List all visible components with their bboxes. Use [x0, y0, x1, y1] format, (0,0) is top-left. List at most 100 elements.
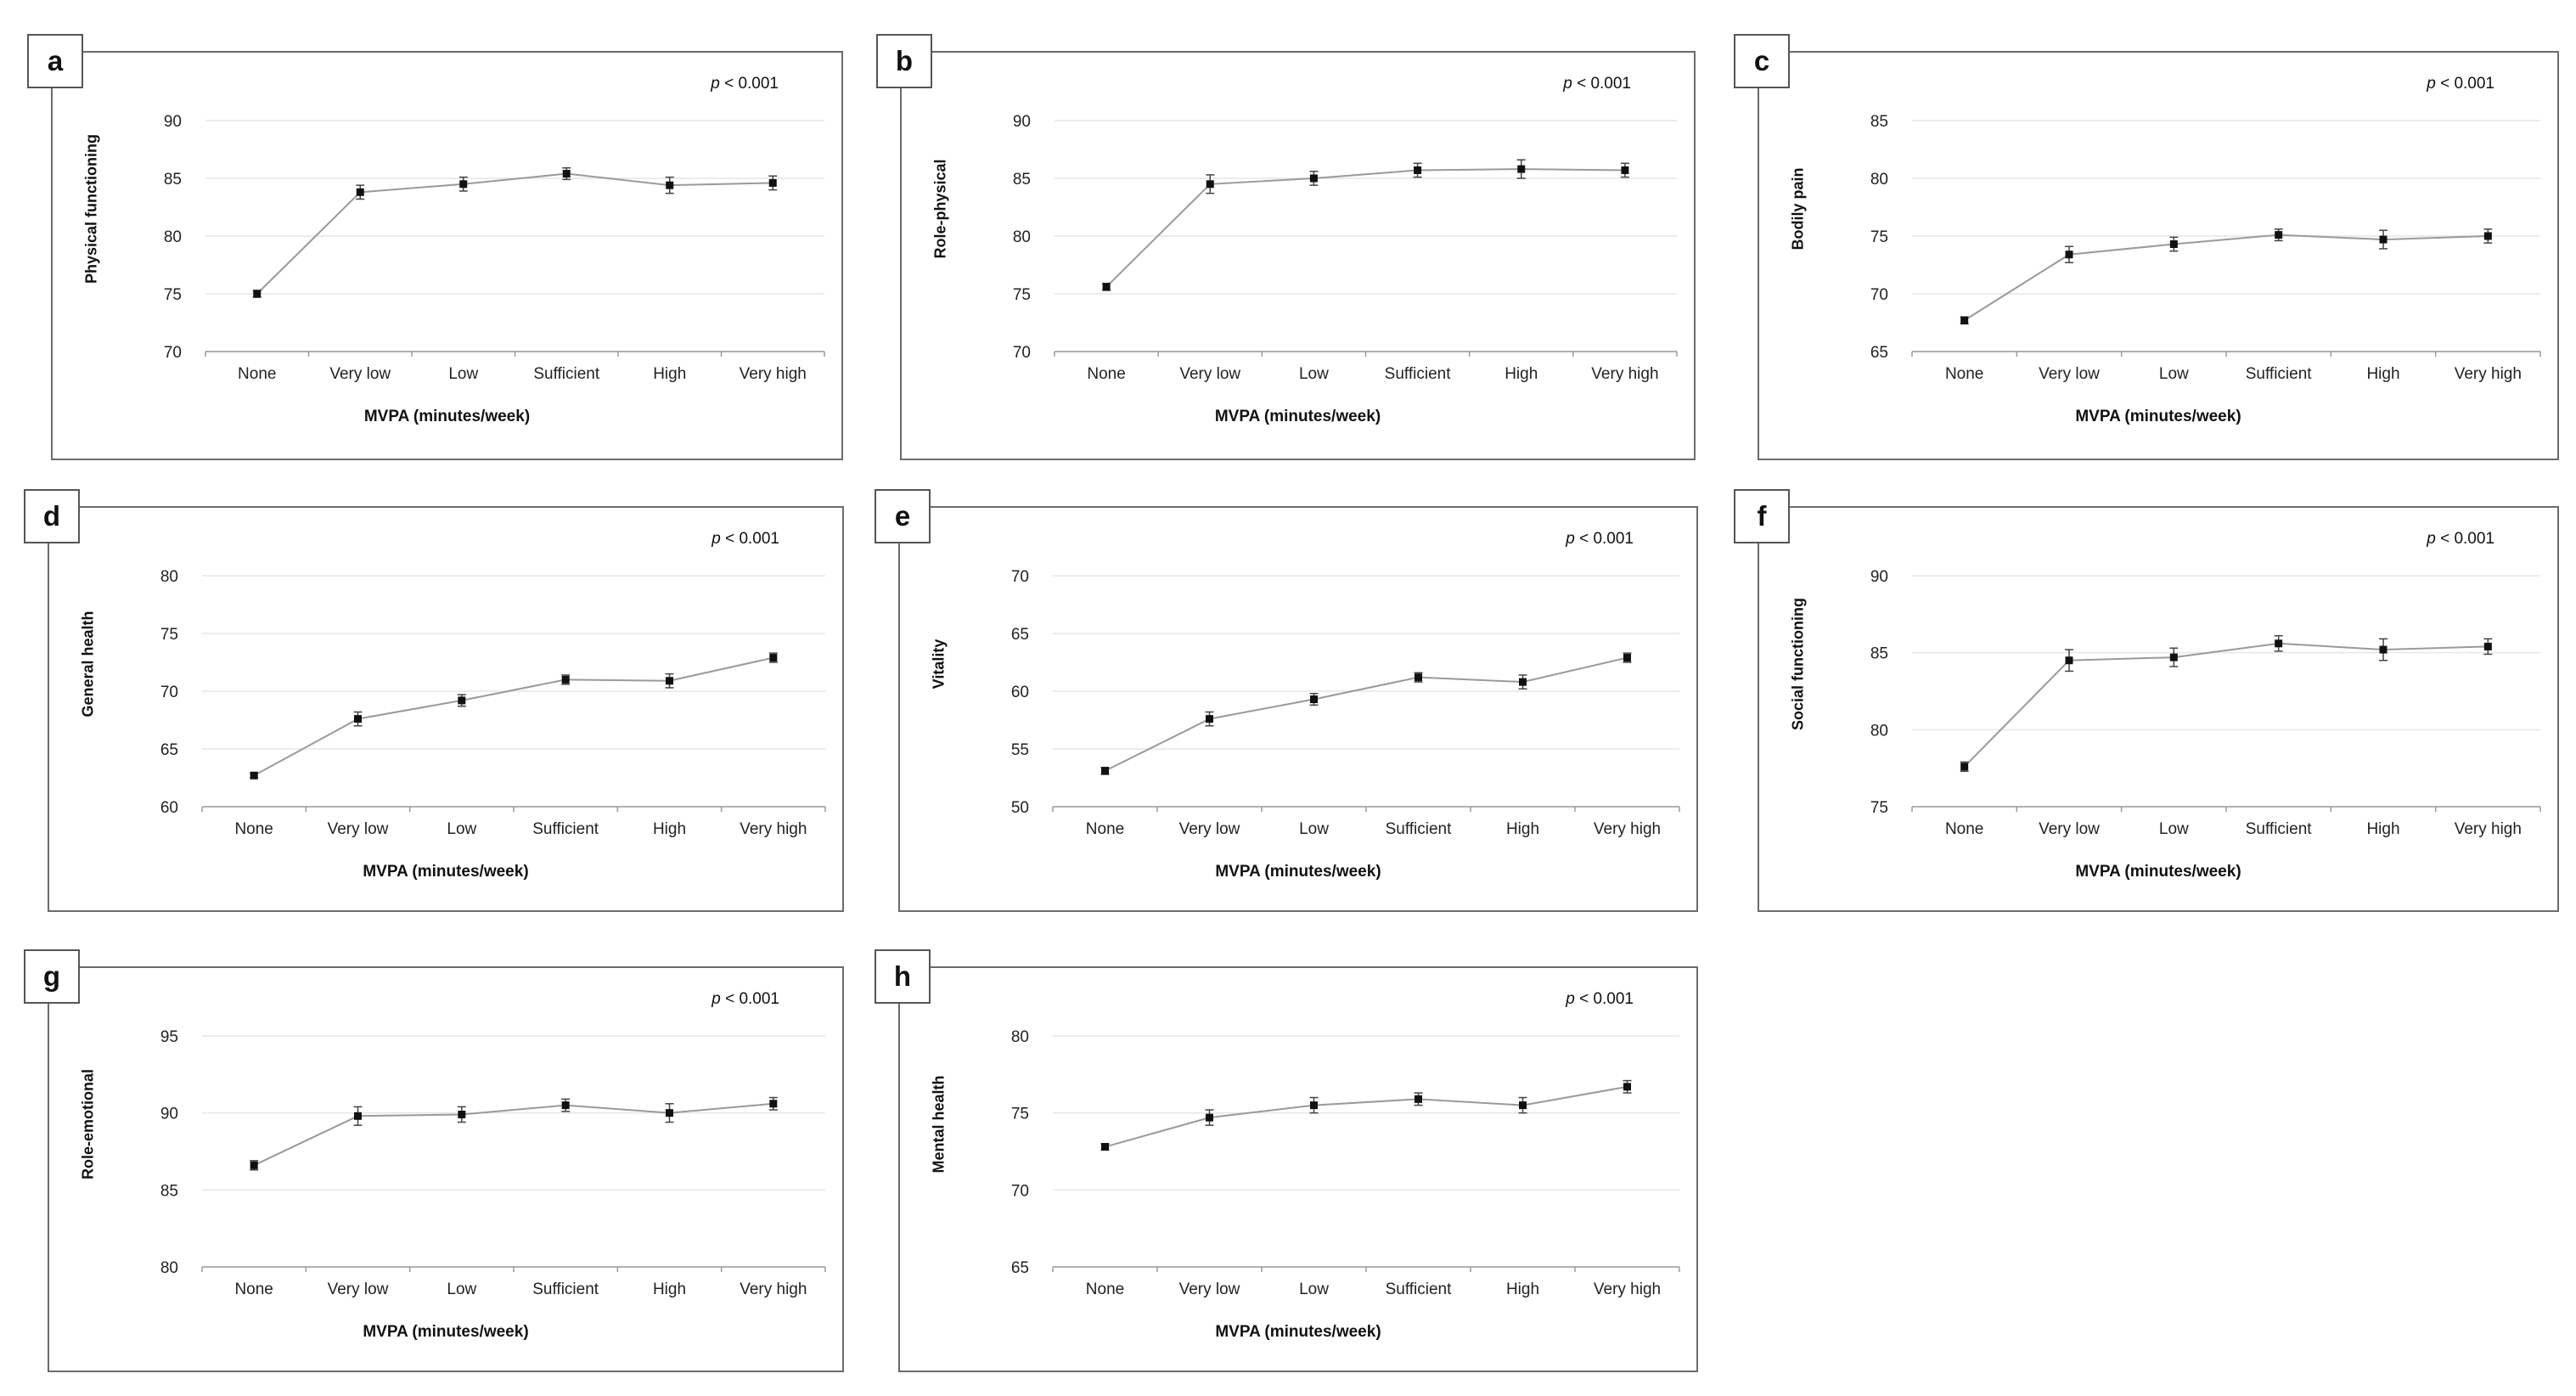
x-tick-label: Very high [1591, 365, 1658, 383]
y-tick-label: 80 [164, 228, 182, 246]
y-tick-label: 75 [1870, 799, 1888, 817]
p-value-text: < 0.001 [720, 530, 779, 548]
series-line [253, 656, 774, 777]
p-value-symbol: p [1563, 75, 1572, 93]
data-point [1206, 1113, 1213, 1122]
data-point [1519, 1101, 1527, 1110]
data-point [1310, 695, 1318, 704]
series-line [256, 172, 773, 295]
series-line [1963, 642, 2489, 768]
data-point [458, 1110, 466, 1118]
data-point [2169, 653, 2178, 661]
data-point [1960, 763, 1969, 771]
data-point [250, 1161, 258, 1169]
x-tick-label: Low [2159, 820, 2189, 838]
p-value-symbol: p [1566, 530, 1575, 548]
x-tick-label: None [1087, 365, 1125, 383]
x-tick-label: Very low [2039, 365, 2100, 383]
x-tick-label: High [1506, 1281, 1539, 1298]
y-tick-label: 80 [1011, 1028, 1029, 1046]
data-point [1101, 767, 1109, 775]
data-point [250, 771, 258, 780]
data-point [561, 675, 570, 684]
y-tick-label: 70 [1013, 344, 1031, 362]
y-tick-label: 90 [1870, 568, 1888, 586]
y-tick-label: 65 [1011, 626, 1029, 644]
x-tick-label: High [653, 820, 686, 838]
x-tick-label: Sufficient [1386, 820, 1453, 838]
data-point [1415, 1095, 1422, 1103]
y-tick-label: 80 [160, 1259, 178, 1277]
data-point [1519, 678, 1527, 686]
x-tick-label: Low [448, 365, 478, 383]
x-tick-label: Low [1299, 365, 1329, 383]
y-tick-label: 50 [1011, 799, 1029, 817]
panel-letter: b [876, 34, 932, 88]
data-point [1206, 715, 1213, 723]
panel-letter: d [24, 489, 80, 543]
data-point [356, 188, 364, 196]
data-point [2275, 231, 2283, 239]
x-tick-label: High [2366, 365, 2399, 383]
y-tick-label: 70 [164, 344, 182, 362]
series-line [1105, 168, 1625, 288]
y-tick-label: 85 [164, 171, 182, 189]
y-tick-label: 75 [160, 626, 178, 644]
data-point [2065, 656, 2073, 665]
data-point [1414, 166, 1422, 174]
x-axis-label: MVPA (minutes/week) [1215, 863, 1381, 881]
x-tick-label: Sufficient [2246, 365, 2313, 383]
x-tick-label: None [1086, 820, 1124, 838]
data-point [1415, 673, 1422, 682]
data-point [666, 1109, 673, 1117]
x-tick-label: None [234, 820, 273, 838]
data-point [562, 170, 571, 178]
series-line [1105, 1085, 1628, 1148]
data-point [2065, 250, 2073, 259]
data-point [2483, 642, 2492, 650]
data-point [1621, 166, 1629, 174]
x-tick-label: Low [447, 1281, 476, 1298]
p-value-text: < 0.001 [720, 990, 779, 1008]
x-tick-label: High [653, 365, 686, 383]
plot-svg: 60 65 70 75 80 None Very low Low Sufficient High V… [160, 568, 826, 838]
x-axis-label: MVPA (minutes/week) [1214, 408, 1381, 425]
panel-letter: c [1734, 34, 1790, 88]
panel-letter: e [875, 489, 931, 543]
x-axis-label: MVPA (minutes/week) [1215, 1323, 1381, 1341]
series-line [1964, 234, 2489, 322]
panel-letter: g [24, 949, 80, 1004]
plot-svg: 50 55 60 65 70 None Very low Low Sufficient High V… [1011, 568, 1680, 838]
x-axis-label: MVPA (minutes/week) [2075, 863, 2241, 881]
x-tick-label: None [1945, 820, 1983, 838]
x-tick-label: Very high [740, 365, 807, 383]
y-tick-label: 90 [1013, 113, 1031, 131]
panel-letter: h [875, 949, 931, 1004]
data-point [1101, 1143, 1109, 1151]
data-point [1309, 174, 1318, 183]
y-tick-label: 80 [1013, 228, 1031, 246]
y-tick-label: 60 [1011, 684, 1029, 701]
data-point [768, 178, 777, 187]
data-point [459, 180, 468, 189]
plot-svg: 70 75 80 85 90 None Very low Low Sufficient High V… [1013, 113, 1678, 383]
y-tick-label: 70 [1870, 286, 1888, 304]
p-value-text: < 0.001 [2435, 75, 2494, 93]
x-tick-label: None [234, 1281, 273, 1298]
x-tick-label: Sufficient [532, 1281, 599, 1298]
x-tick-label: High [653, 1281, 686, 1298]
plot-svg: 65 70 75 80 None Very low Low Sufficient High Ver… [1011, 1028, 1680, 1298]
y-tick-label: 60 [160, 799, 178, 817]
x-tick-label: Low [447, 820, 476, 838]
y-tick-label: 80 [160, 568, 178, 586]
data-point [769, 654, 778, 662]
x-tick-label: Sufficient [2246, 820, 2313, 838]
y-tick-label: 85 [1870, 113, 1888, 131]
panel-letter: f [1734, 489, 1790, 543]
data-point [666, 181, 674, 189]
